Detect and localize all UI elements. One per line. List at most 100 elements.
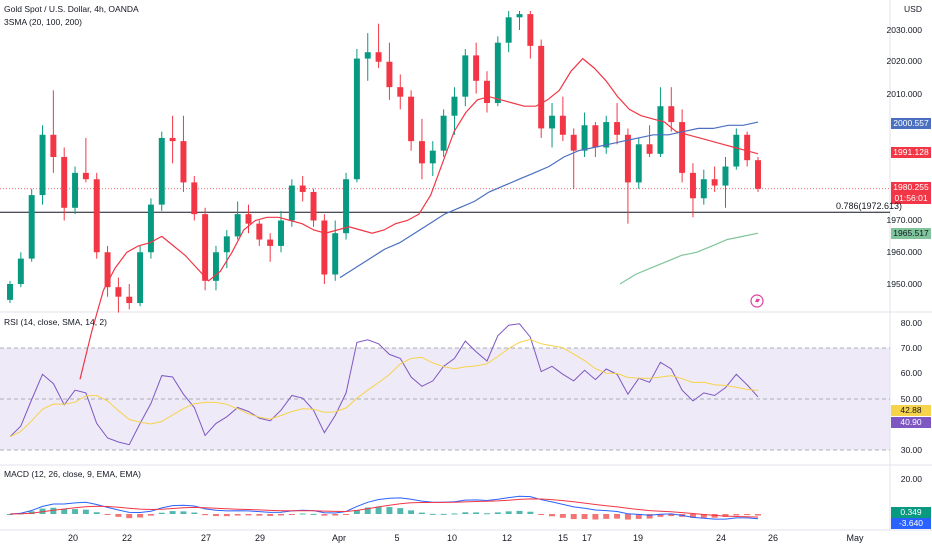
macd-histogram-bar xyxy=(212,514,219,517)
macd-histogram-bar xyxy=(82,509,89,514)
macd-histogram-bar xyxy=(158,512,165,514)
macd-histogram-bar xyxy=(256,514,263,516)
macd-histogram-bar xyxy=(549,514,556,517)
sma100-badge: 2000.557 xyxy=(891,118,931,129)
macd-histogram-bar xyxy=(353,509,360,514)
candle-body xyxy=(408,96,415,142)
rsi-tick: 30.00 xyxy=(900,445,922,455)
time-tick: 12 xyxy=(501,533,513,543)
macd-histogram-bar xyxy=(527,511,534,514)
candle-body xyxy=(202,214,209,281)
candle-body xyxy=(755,160,761,189)
time-tick: 20 xyxy=(67,533,79,543)
candle-body xyxy=(462,55,469,97)
macd-histogram-bar xyxy=(624,514,631,520)
signal-badge: -3.640 xyxy=(891,518,931,529)
sma-lines[interactable] xyxy=(79,57,759,380)
macd-histogram-bar xyxy=(364,507,371,514)
lightning-icon[interactable] xyxy=(750,294,764,308)
macd-histogram-bar xyxy=(755,514,761,516)
candle-body xyxy=(570,134,577,151)
candle-body xyxy=(353,58,360,180)
macd-histogram-bar xyxy=(722,514,729,517)
candle-body xyxy=(310,191,317,221)
macd-histogram-bar xyxy=(484,513,490,515)
candle-body xyxy=(505,17,512,43)
rsi-sma-line xyxy=(9,338,759,438)
macd-histogram-bar xyxy=(657,514,664,517)
macd-badge: 0.349 xyxy=(891,507,931,518)
macd-histogram-bar xyxy=(310,513,317,515)
candle-body xyxy=(549,115,556,129)
candle-body xyxy=(115,287,122,297)
candle-body xyxy=(50,134,57,157)
candle-body xyxy=(147,204,154,253)
sma-legend[interactable]: 3SMA (20, 100, 200) xyxy=(4,17,82,27)
sma200-badge: 1965.517 xyxy=(891,228,931,239)
candle-body xyxy=(191,182,198,215)
sma200-line xyxy=(619,232,759,285)
rsi-tick: 70.00 xyxy=(900,343,922,353)
candle-body xyxy=(364,52,371,59)
currency-label: USD xyxy=(904,4,922,14)
macd-tick: 20.00 xyxy=(900,474,922,484)
price-tick: 1960.000 xyxy=(886,247,922,257)
rsi-legend[interactable]: RSI (14, close, SMA, 14, 2) xyxy=(4,317,107,327)
macd-histogram-bar xyxy=(635,514,642,519)
candle-body xyxy=(17,258,24,284)
candle-body xyxy=(581,125,588,151)
time-tick: 15 xyxy=(557,533,569,543)
macd-histogram-bar xyxy=(668,514,675,517)
macd-histogram-bar xyxy=(7,514,13,515)
macd-histogram-bar xyxy=(603,514,610,519)
candle-body xyxy=(28,195,35,259)
sma20-badge: 1991.128 xyxy=(891,147,931,158)
symbol-title[interactable]: Gold Spot / U.S. Dollar, 4h, OANDA xyxy=(4,4,139,14)
candle-body xyxy=(61,157,68,208)
rsi-lines[interactable] xyxy=(9,323,759,446)
candle-body xyxy=(429,150,436,164)
rsi-line xyxy=(9,323,759,446)
macd-histogram-bar xyxy=(223,514,230,517)
candle-body xyxy=(256,223,263,240)
candle-body xyxy=(245,214,252,224)
macd-plot[interactable] xyxy=(7,495,761,520)
macd-histogram-bar xyxy=(700,514,707,518)
macd-histogram-bar xyxy=(104,514,111,515)
macd-histogram-bar xyxy=(147,514,154,516)
time-tick: 17 xyxy=(581,533,593,543)
macd-histogram-bar xyxy=(126,514,133,519)
candle-body xyxy=(592,125,599,148)
candle-body xyxy=(72,172,79,208)
candle-body xyxy=(559,115,566,135)
candle-body xyxy=(635,144,642,183)
candle-body xyxy=(700,179,707,199)
macd-histogram-bar xyxy=(689,514,696,518)
macd-histogram-bar xyxy=(375,506,382,514)
last-price-badge: 1980.255 xyxy=(891,182,931,193)
candle-body xyxy=(473,55,480,81)
candle-body xyxy=(494,42,501,104)
candles[interactable] xyxy=(7,10,761,313)
time-tick: 10 xyxy=(446,533,458,543)
candle-body xyxy=(126,296,133,304)
macd-histogram-bar xyxy=(191,512,198,514)
macd-histogram-bar xyxy=(429,513,436,515)
candle-body xyxy=(234,214,241,237)
price-tick: 2020.000 xyxy=(886,56,922,66)
rsi-badge: 40.90 xyxy=(891,417,931,428)
candle-body xyxy=(711,179,718,186)
macd-histogram-bar xyxy=(386,507,393,514)
macd-histogram-bar xyxy=(505,511,512,514)
candle-body xyxy=(223,236,230,253)
macd-histogram-bar xyxy=(267,514,274,516)
macd-histogram-bar xyxy=(451,513,458,515)
candle-body xyxy=(668,106,675,123)
macd-histogram-bar xyxy=(72,509,79,514)
macd-histogram-bar xyxy=(234,514,241,516)
candle-body xyxy=(527,14,534,46)
macd-legend[interactable]: MACD (12, 26, close, 9, EMA, EMA) xyxy=(4,469,141,479)
macd-histogram-bar xyxy=(299,513,306,515)
